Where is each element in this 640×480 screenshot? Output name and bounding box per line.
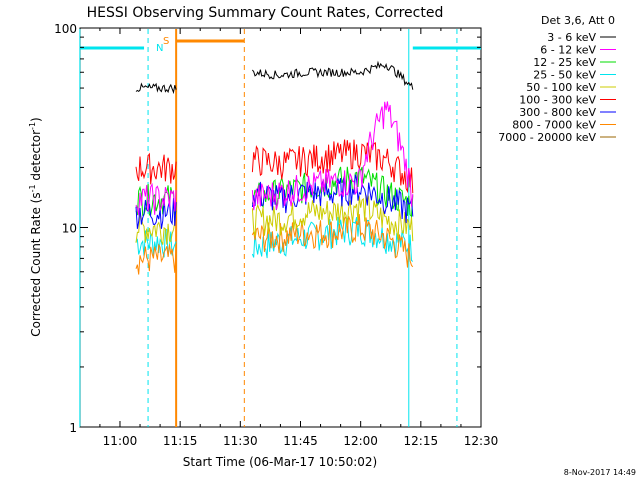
x-tick-label-2: 11:30 <box>223 434 258 448</box>
series-3-segment-1 <box>251 216 414 262</box>
y-axis-label-sup1: -1 <box>28 184 37 192</box>
bars-layer <box>79 39 481 50</box>
series-4-segment-0 <box>135 213 177 245</box>
series-layer <box>135 60 414 275</box>
legend-label-0: 3 - 6 keV <box>547 31 596 44</box>
y-axis-label-mid: detector <box>29 130 43 185</box>
x-tick-label-6: 12:30 <box>464 434 499 448</box>
annotation-s: S <box>163 36 169 47</box>
series-0-segment-0 <box>135 82 177 95</box>
series-1-segment-1 <box>251 101 414 211</box>
y-axis-label: Corrected Count Rate (s-1 detector-1) <box>28 117 43 336</box>
legend-label-3: 25 - 50 keV <box>533 69 596 82</box>
series-0-segment-1 <box>252 60 414 90</box>
x-axis-ticks: 11:00 11:15 11:30 11:45 12:00 12:15 12:30 <box>99 28 499 448</box>
annotation-n: N <box>156 43 163 54</box>
series-7-segment-0 <box>135 243 177 275</box>
x-tick-label-3: 11:45 <box>283 434 318 448</box>
y-tick-label-2: 100 <box>54 22 77 36</box>
x-tick-label-5: 12:15 <box>404 434 439 448</box>
legend-label-8: 7000 - 20000 keV <box>498 131 596 144</box>
legend-label-4: 50 - 100 keV <box>526 81 596 94</box>
timestamp: 8-Nov-2017 14:49 <box>564 468 636 477</box>
y-axis-label-main: Corrected Count Rate (s <box>29 192 43 336</box>
x-axis-label: Start Time (06-Mar-17 10:50:02) <box>183 455 377 469</box>
y-axis-label-end: ) <box>29 117 43 122</box>
series-5-segment-0 <box>135 152 177 185</box>
legend-label-1: 6 - 12 keV <box>540 44 596 57</box>
legend-title: Det 3,6, Att 0 <box>541 14 615 27</box>
y-tick-label-1: 10 <box>62 222 77 236</box>
x-tick-label-0: 11:00 <box>103 434 138 448</box>
legend-label-2: 12 - 25 keV <box>533 56 596 69</box>
series-1-segment-0 <box>135 182 177 216</box>
series-4-segment-1 <box>251 194 414 242</box>
x-tick-label-1: 11:15 <box>163 434 198 448</box>
chart-title: HESSI Observing Summary Count Rates, Cor… <box>87 5 444 21</box>
series-7-segment-1 <box>251 214 414 268</box>
legend-label-6: 300 - 800 keV <box>519 106 596 119</box>
legend-label-7: 800 - 7000 keV <box>512 119 596 132</box>
y-axis-label-sup2: -1 <box>28 122 37 130</box>
legend-label-5: 100 - 300 keV <box>519 94 596 107</box>
x-tick-label-4: 12:00 <box>343 434 378 448</box>
y-axis-ticks: 1 10 100 <box>54 22 481 435</box>
vlines-layer <box>79 29 458 427</box>
series-5-segment-1 <box>251 139 414 194</box>
y-tick-label-0: 1 <box>69 421 77 435</box>
